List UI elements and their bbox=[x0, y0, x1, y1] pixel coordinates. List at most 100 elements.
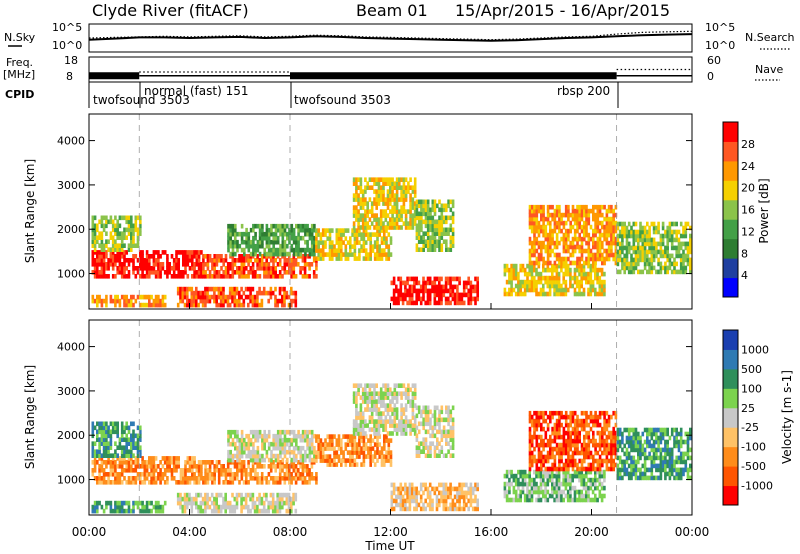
power-echo-cell bbox=[364, 221, 367, 226]
power-echo-cell bbox=[476, 292, 479, 298]
velocity-echo-cell bbox=[385, 454, 388, 459]
power-echo-cell bbox=[370, 185, 374, 190]
power-echo-cell bbox=[539, 275, 543, 281]
power-echo-cell bbox=[251, 266, 255, 271]
power-echo-cell bbox=[598, 267, 602, 273]
power-echo-cell bbox=[278, 274, 282, 279]
velocity-echo-cell bbox=[91, 472, 95, 477]
power-echo-cell bbox=[428, 296, 432, 302]
power-echo-cell bbox=[125, 215, 128, 221]
power-echo-cell bbox=[278, 270, 282, 275]
power-echo-cell bbox=[114, 227, 117, 233]
velocity-echo-cell bbox=[383, 442, 386, 447]
power-echo-cell bbox=[438, 227, 441, 233]
power-echo-cell bbox=[422, 203, 425, 209]
power-echo-cell bbox=[562, 244, 566, 250]
velocity-echo-cell bbox=[139, 476, 142, 481]
velocity-echo-cell bbox=[297, 449, 300, 455]
velocity-echo-cell bbox=[373, 462, 377, 467]
velocity-echo-cell bbox=[100, 453, 104, 458]
power-echo-cell bbox=[632, 269, 636, 275]
velocity-echo-cell bbox=[415, 486, 418, 492]
power-echo-cell bbox=[435, 292, 439, 298]
velocity-echo-cell bbox=[213, 508, 216, 514]
power-echo-cell bbox=[689, 257, 692, 263]
velocity-echo-cell bbox=[410, 490, 414, 496]
power-echo-cell bbox=[362, 244, 366, 249]
velocity-echo-cell bbox=[295, 457, 298, 463]
velocity-echo-cell bbox=[130, 456, 133, 461]
velocity-echo-cell bbox=[91, 508, 95, 514]
velocity-echo-cell bbox=[462, 482, 466, 488]
power-echo-cell bbox=[98, 270, 101, 275]
power-echo-cell bbox=[444, 288, 448, 294]
power-echo-cell bbox=[258, 266, 262, 271]
velocity-echo-cell bbox=[276, 508, 279, 514]
velocity-echo-cell bbox=[358, 450, 361, 455]
power-echo-cell bbox=[431, 235, 435, 240]
velocity-echo-cell bbox=[111, 464, 115, 469]
power-echo-cell bbox=[535, 216, 539, 222]
power-echo-cell bbox=[555, 240, 559, 246]
power-echo-cell bbox=[245, 239, 248, 245]
power-echo-cell bbox=[395, 185, 399, 190]
power-echo-cell bbox=[426, 292, 430, 298]
power-echo-cell bbox=[664, 261, 667, 267]
velocity-echo-cell bbox=[118, 480, 122, 485]
power-echo-cell bbox=[592, 256, 595, 262]
power-echo-cell bbox=[429, 227, 432, 233]
power-echo-cell bbox=[435, 284, 439, 290]
power-echo-cell bbox=[449, 288, 452, 294]
velocity-echo-cell bbox=[555, 481, 559, 487]
power-echo-cell bbox=[431, 284, 434, 290]
power-echo-cell bbox=[467, 296, 470, 302]
velocity-echo-cell bbox=[269, 492, 273, 498]
power-echo-cell bbox=[553, 267, 556, 273]
velocity-echo-cell bbox=[474, 486, 477, 492]
velocity-echo-cell bbox=[120, 460, 124, 465]
power-echo-cell bbox=[274, 286, 277, 292]
power-echo-cell bbox=[637, 245, 640, 251]
power-echo-cell bbox=[591, 267, 595, 273]
power-echo-cell bbox=[231, 251, 235, 257]
velocity-echo-cell bbox=[163, 456, 167, 461]
velocity-echo-cell bbox=[564, 481, 568, 487]
power-echo-cell bbox=[415, 203, 419, 209]
power-echo-cell bbox=[125, 250, 128, 255]
velocity-echo-cell bbox=[109, 429, 113, 435]
velocity-echo-cell bbox=[132, 468, 135, 473]
velocity-echo-cell bbox=[125, 460, 128, 465]
power-echo-cell bbox=[389, 193, 392, 198]
velocity-echo-cell bbox=[346, 458, 350, 463]
power-echo-cell bbox=[260, 258, 264, 263]
power-echo-cell bbox=[368, 185, 372, 190]
power-echo-cell bbox=[592, 240, 595, 246]
velocity-echo-cell bbox=[292, 445, 296, 451]
power-echo-cell bbox=[467, 276, 470, 282]
power-echo-cell bbox=[594, 220, 597, 226]
velocity-echo-cell bbox=[249, 437, 253, 443]
power-echo-cell bbox=[111, 274, 115, 279]
velocity-echo-cell bbox=[179, 504, 182, 510]
power-echo-cell bbox=[251, 298, 255, 304]
power-echo-cell bbox=[589, 291, 593, 297]
power-echo-cell bbox=[159, 266, 162, 271]
power-echo-cell bbox=[154, 298, 158, 304]
velocity-echo-cell bbox=[134, 468, 138, 473]
velocity-echo-cell bbox=[107, 460, 110, 465]
velocity-echo-cell bbox=[548, 473, 552, 479]
velocity-echo-cell bbox=[451, 433, 455, 439]
power-echo-cell bbox=[109, 294, 113, 300]
power-echo-cell bbox=[592, 244, 595, 250]
power-echo-cell bbox=[601, 232, 604, 238]
power-echo-cell bbox=[310, 262, 314, 267]
velocity-echo-cell bbox=[526, 493, 529, 499]
velocity-echo-cell bbox=[546, 481, 550, 487]
velocity-echo-cell bbox=[294, 480, 298, 485]
velocity-echo-cell bbox=[191, 472, 194, 477]
noise-right-label: N.Search bbox=[745, 31, 795, 44]
power-echo-cell bbox=[614, 240, 618, 246]
power-echo-cell bbox=[125, 219, 128, 225]
velocity-echo-cell bbox=[357, 423, 360, 428]
velocity-echo-cell bbox=[245, 445, 248, 451]
